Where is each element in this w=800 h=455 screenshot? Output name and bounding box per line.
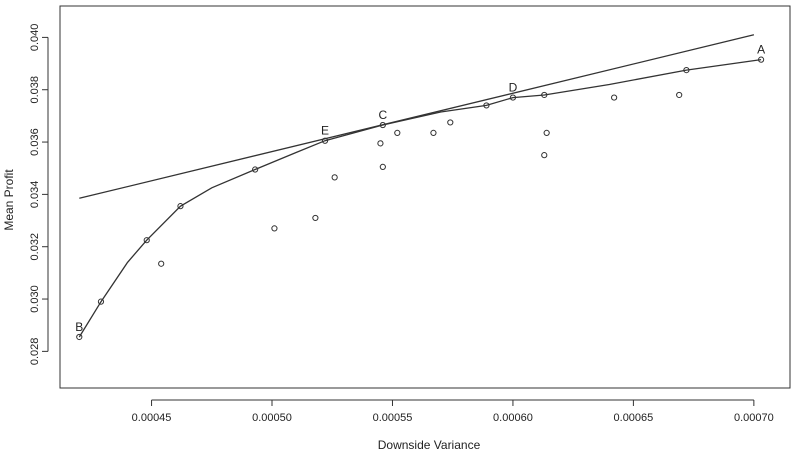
data-point xyxy=(76,333,83,341)
data-point xyxy=(312,214,319,222)
point-label-e: E xyxy=(321,124,329,138)
x-tick-label: 0.00070 xyxy=(734,412,774,424)
axes: 0.00045 0.00050 0.00055 0.00060 0.00065 0.000… xyxy=(29,5,791,424)
data-points xyxy=(76,56,765,341)
y-axis-title: Mean Profit xyxy=(2,169,16,231)
data-point xyxy=(379,163,386,171)
data-point xyxy=(683,67,690,74)
x-tick-label: 0.00055 xyxy=(373,412,413,424)
data-point xyxy=(158,260,165,267)
point-label-d: D xyxy=(509,81,518,95)
data-point xyxy=(757,56,765,63)
plot-frame xyxy=(59,5,791,389)
efficient-frontier-curve xyxy=(78,58,762,338)
data-point xyxy=(483,102,490,109)
curves xyxy=(78,34,762,338)
data-point xyxy=(543,129,550,136)
y-tick-label: 0.038 xyxy=(29,76,41,104)
tangent-line xyxy=(79,34,755,199)
point-label-b: B xyxy=(75,320,83,334)
data-point xyxy=(379,121,386,129)
data-point xyxy=(271,225,278,232)
y-tick-label: 0.034 xyxy=(29,181,41,209)
point-labels: A B C D E xyxy=(75,43,765,334)
x-tick-label: 0.00065 xyxy=(614,412,654,424)
point-label-a: A xyxy=(757,43,765,57)
x-tick-label: 0.00050 xyxy=(252,412,292,424)
y-tick-label: 0.032 xyxy=(29,233,41,261)
y-tick-label: 0.028 xyxy=(29,338,41,366)
data-point xyxy=(676,91,683,99)
data-point xyxy=(331,174,338,181)
x-tick-label: 0.00045 xyxy=(132,412,172,424)
point-label-c: C xyxy=(379,108,388,122)
y-tick-label: 0.036 xyxy=(29,128,41,156)
data-point xyxy=(509,94,517,101)
data-point xyxy=(394,129,401,136)
data-point xyxy=(321,137,329,144)
data-point xyxy=(177,203,184,210)
data-point xyxy=(377,140,384,147)
data-point xyxy=(97,298,105,305)
x-axis-title: Downside Variance xyxy=(378,438,481,452)
data-point xyxy=(447,119,454,126)
data-point xyxy=(143,237,150,244)
data-point xyxy=(541,91,548,99)
y-tick-label: 0.030 xyxy=(29,285,41,313)
data-point xyxy=(252,166,259,173)
x-tick-label: 0.00060 xyxy=(493,412,533,424)
data-point xyxy=(430,129,437,136)
data-point xyxy=(541,152,548,159)
data-point xyxy=(611,94,618,101)
y-tick-label: 0.040 xyxy=(29,24,41,52)
